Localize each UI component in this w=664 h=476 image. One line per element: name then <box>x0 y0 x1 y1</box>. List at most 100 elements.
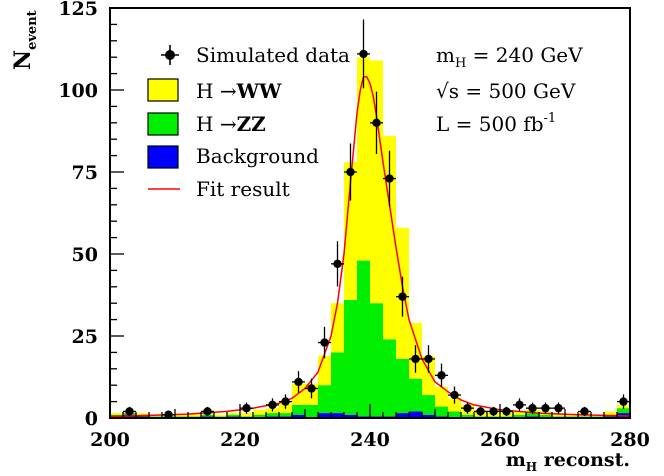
data-marker <box>541 403 550 413</box>
bar-background-244 <box>396 413 409 418</box>
data-marker <box>528 403 537 413</box>
legend-ww-bold: WW <box>236 79 282 103</box>
annotation-mass-main: m <box>436 43 455 67</box>
legend-label-ww: H →WW <box>196 79 282 103</box>
data-point-233 <box>318 326 331 359</box>
bar-h-zz-252 <box>448 411 461 418</box>
bar-background-246 <box>409 411 422 418</box>
data-point-251 <box>435 363 448 388</box>
bar-h-zz-224 <box>266 413 279 417</box>
x-axis-label-main: m <box>506 449 526 471</box>
data-point-267 <box>539 402 552 414</box>
bar-h-zz-242 <box>383 339 396 417</box>
data-marker <box>242 403 251 413</box>
data-marker <box>463 403 472 413</box>
data-marker <box>437 371 446 380</box>
legend-label-fit: Fit result <box>196 177 290 201</box>
y-tick-label-75: 75 <box>72 162 98 184</box>
data-marker <box>580 407 589 416</box>
data-marker <box>281 397 290 406</box>
bar-h-zz-234 <box>331 352 344 414</box>
bar-h-zz-218 <box>227 414 240 417</box>
bar-h-zz-232 <box>318 385 331 414</box>
data-marker <box>294 377 303 387</box>
bar-h-ww-222 <box>253 409 266 415</box>
data-point-243 <box>383 150 396 207</box>
data-marker <box>164 410 173 419</box>
bar-background-234 <box>331 413 344 418</box>
data-point-263 <box>513 398 526 412</box>
bar-h-zz-236 <box>344 299 357 415</box>
axis-ticks <box>109 7 631 419</box>
bar-h-ww-262 <box>513 411 526 415</box>
tick-labels: 200 220 240 260 280 0 25 50 75 100 125 <box>58 0 650 451</box>
data-point-249 <box>422 345 435 373</box>
bar-h-ww-234 <box>331 303 344 353</box>
data-marker <box>372 118 381 128</box>
data-marker <box>450 390 459 400</box>
bar-h-zz-264 <box>526 413 539 417</box>
data-marker <box>411 354 420 364</box>
bar-h-ww-204 <box>136 413 149 415</box>
x-tick-label-200: 200 <box>90 429 130 451</box>
data-marker <box>333 259 342 269</box>
bar-background-228 <box>292 414 305 418</box>
bar-h-ww-252 <box>448 398 461 412</box>
annotations: mH = 240 GeV √s = 500 GeV L = 500 fb-1 <box>436 43 583 136</box>
annotation-mass: mH = 240 GeV <box>436 43 583 71</box>
annotation-mass-rest: = 240 GeV <box>466 43 583 67</box>
data-marker <box>125 407 134 416</box>
y-axis-label: Nevent <box>10 10 40 70</box>
data-point-225 <box>266 398 279 412</box>
y-axis-label-sub: event <box>25 10 40 50</box>
x-tick-label-260: 260 <box>480 429 520 451</box>
data-point-231 <box>305 378 318 399</box>
legend-zz-arrow: → <box>220 112 237 136</box>
bar-h-ww-270 <box>565 414 578 417</box>
data-marker <box>515 400 524 410</box>
bar-h-zz-250 <box>435 406 448 417</box>
y-tick-label-50: 50 <box>72 244 98 266</box>
x-axis-label-rest: reconst. <box>537 449 630 471</box>
y-tick-label-125: 125 <box>58 0 98 20</box>
bar-h-ww-200 <box>110 413 123 415</box>
data-point-245 <box>396 276 409 317</box>
data-point-259 <box>487 406 500 417</box>
data-marker <box>346 167 355 177</box>
legend-swatch-background <box>147 145 179 169</box>
legend-label-data: Simulated data <box>196 43 350 67</box>
data-marker <box>476 407 485 416</box>
bar-background-236 <box>344 414 357 418</box>
data-point-209 <box>162 410 175 419</box>
bar-background-232 <box>318 413 331 418</box>
bar-h-zz-240 <box>370 303 383 417</box>
legend-label-background: Background <box>196 144 319 168</box>
data-marker <box>268 400 277 410</box>
bar-h-zz-248 <box>422 395 435 415</box>
bar-h-ww-250 <box>435 386 448 407</box>
data-points <box>123 19 630 419</box>
data-point-261 <box>500 406 513 417</box>
bar-h-ww-210 <box>175 414 188 417</box>
x-axis-label-sub: H <box>526 460 537 474</box>
data-marker <box>398 292 407 301</box>
data-point-215 <box>201 406 214 417</box>
bar-h-zz-278 <box>617 408 630 414</box>
data-point-241 <box>370 91 383 154</box>
annotation-energy: √s = 500 GeV <box>436 79 576 103</box>
data-point-229 <box>292 371 305 393</box>
data-marker <box>359 49 368 59</box>
bar-h-ww-276 <box>604 411 617 415</box>
data-marker <box>385 174 394 183</box>
bar-h-zz-230 <box>305 404 318 418</box>
bar-h-zz-228 <box>292 404 305 415</box>
bar-h-zz-244 <box>396 358 409 414</box>
annotation-lumi-sup: -1 <box>544 111 557 126</box>
legend-zz-main: H <box>196 112 220 136</box>
data-point-273 <box>578 406 591 417</box>
legend-swatch-ww <box>147 78 179 102</box>
legend: Simulated data H →WW H →ZZ Background Fi… <box>147 43 350 201</box>
y-axis-label-main: N <box>10 50 36 70</box>
x-tick-label-220: 220 <box>220 429 260 451</box>
annotation-sqrt: √ <box>436 79 449 103</box>
